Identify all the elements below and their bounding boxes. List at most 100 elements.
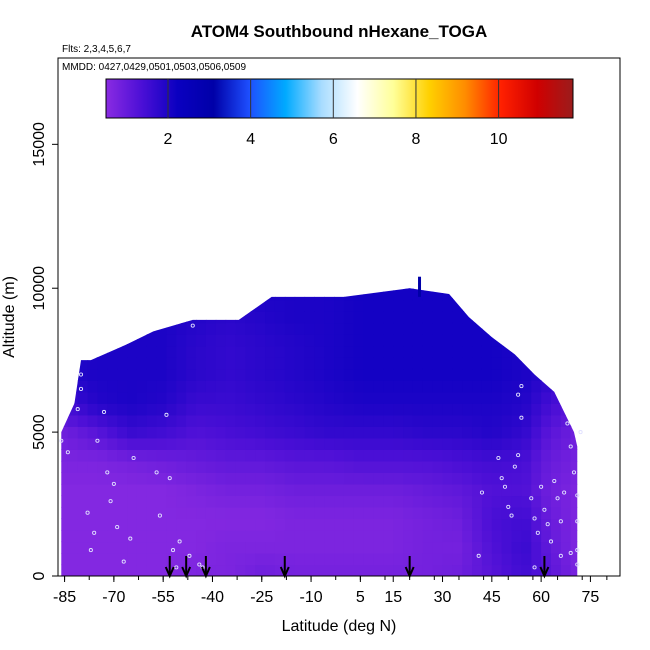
sample-point xyxy=(519,415,524,420)
field-cell xyxy=(373,449,384,462)
field-cell xyxy=(334,437,345,450)
field-cell xyxy=(560,368,572,381)
field-cell xyxy=(284,564,296,576)
field-cell xyxy=(87,529,99,543)
field-cell xyxy=(383,483,394,497)
field-cell xyxy=(274,368,286,381)
field-cell xyxy=(284,529,296,543)
field-cell xyxy=(452,414,463,427)
field-cell xyxy=(284,299,296,312)
field-cell xyxy=(422,322,434,335)
field-cell xyxy=(255,380,266,393)
field-cell xyxy=(255,449,266,462)
field-cell xyxy=(166,437,177,450)
field-cell xyxy=(235,299,246,312)
field-cell xyxy=(67,426,79,439)
field-cell xyxy=(353,460,365,473)
field-cell xyxy=(501,529,513,543)
field-cell xyxy=(373,288,384,301)
field-cell xyxy=(284,437,296,450)
field-cell xyxy=(274,288,286,289)
field-cell xyxy=(87,288,99,301)
field-cell xyxy=(87,334,99,347)
field-cell xyxy=(501,414,513,427)
field-cell xyxy=(166,506,177,520)
field-cell xyxy=(481,322,493,335)
field-cell xyxy=(472,552,483,566)
field-cell xyxy=(196,552,207,566)
field-cell xyxy=(107,391,118,404)
field-cell xyxy=(294,506,306,520)
field-cell xyxy=(196,414,207,427)
field-cell xyxy=(107,368,118,381)
field-cell xyxy=(560,414,572,427)
field-cell xyxy=(265,334,276,347)
field-cell xyxy=(511,380,523,393)
sample-point xyxy=(545,522,550,527)
field-cell xyxy=(570,518,578,531)
field-cell xyxy=(363,449,375,462)
field-cell xyxy=(215,506,227,520)
field-cell xyxy=(501,518,513,531)
field-cell xyxy=(570,391,578,404)
field-cell xyxy=(196,506,207,520)
field-cell xyxy=(274,391,286,404)
field-cell xyxy=(363,541,375,554)
field-cell xyxy=(511,506,523,520)
field-cell xyxy=(265,391,276,404)
field-cell xyxy=(403,391,414,404)
field-cell xyxy=(491,483,503,497)
sample-point xyxy=(75,407,80,412)
field-cell xyxy=(245,368,256,381)
field-cell xyxy=(452,529,463,543)
field-cell xyxy=(136,483,148,497)
field-cell xyxy=(511,529,523,543)
field-cell xyxy=(314,345,325,358)
field-cell xyxy=(235,357,246,370)
field-cell xyxy=(196,495,207,508)
field-cell xyxy=(97,529,108,543)
field-cell xyxy=(127,414,138,427)
field-cell xyxy=(432,391,444,404)
field-cell xyxy=(432,288,444,301)
field-cell xyxy=(481,495,493,508)
field-cell xyxy=(107,311,118,324)
field-cell xyxy=(107,345,118,358)
field-cell xyxy=(452,299,463,312)
field-cell xyxy=(215,311,227,324)
field-cell xyxy=(314,541,325,554)
x-tick-label: -10 xyxy=(300,589,323,606)
field-cell xyxy=(215,460,227,473)
field-cell xyxy=(541,288,552,289)
field-cell xyxy=(570,299,578,312)
field-cell xyxy=(284,414,296,427)
field-cell xyxy=(127,311,138,324)
field-cell xyxy=(265,437,276,450)
field-cell xyxy=(87,368,99,381)
field-cell xyxy=(550,414,562,427)
field-cell xyxy=(274,357,286,370)
field-cell xyxy=(87,391,99,404)
field-cell xyxy=(196,483,207,497)
field-cell xyxy=(304,426,315,439)
field-cell xyxy=(403,380,414,393)
field-cell xyxy=(146,449,158,462)
field-cell xyxy=(284,391,296,404)
field-cell xyxy=(265,357,276,370)
field-cell xyxy=(581,541,591,553)
field-cell xyxy=(481,472,493,485)
field-cell xyxy=(196,345,207,358)
field-cell xyxy=(462,403,473,416)
field-cell xyxy=(363,472,375,485)
x-tick-label: -85 xyxy=(53,589,76,606)
field-cell xyxy=(541,552,552,566)
field-cell xyxy=(97,518,108,531)
field-cell xyxy=(245,460,256,473)
field-cell xyxy=(491,506,503,520)
field-cell xyxy=(274,449,286,462)
field-cell xyxy=(501,322,513,335)
field-cell xyxy=(581,357,591,369)
field-cell xyxy=(215,403,227,416)
field-cell xyxy=(560,345,572,358)
field-cell xyxy=(87,460,99,473)
